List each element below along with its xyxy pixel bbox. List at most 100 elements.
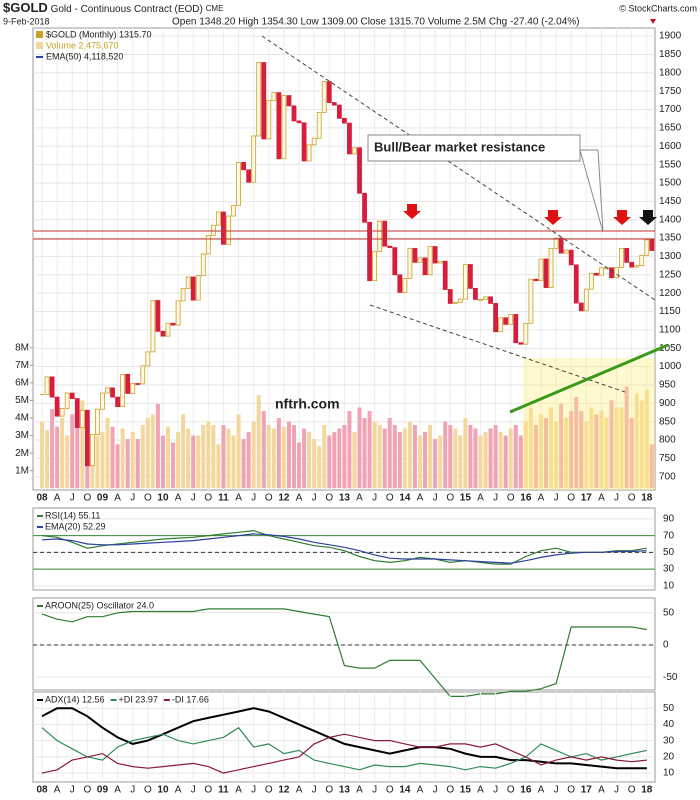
volume-bar (292, 425, 296, 489)
volume-bar (95, 435, 100, 489)
candle (447, 289, 453, 304)
candle (100, 392, 105, 410)
candle (271, 92, 277, 101)
x-tick-label: J (372, 785, 377, 796)
volume-bar (297, 442, 302, 489)
volume-bar (65, 435, 70, 489)
volume-bar (362, 417, 367, 489)
candle (609, 267, 614, 279)
x-tick-label: A (114, 493, 121, 504)
x-tick-label: 14 (399, 493, 411, 504)
volume-bar (599, 410, 604, 489)
candle (130, 383, 136, 394)
y-tick-label: 50 (663, 703, 675, 714)
volume-bar (549, 407, 554, 489)
volume-bar (307, 432, 312, 489)
volume-bar (196, 435, 201, 489)
volume-bar (594, 414, 599, 489)
candle (518, 342, 524, 345)
volume-bar (332, 432, 337, 489)
volume-bar (347, 410, 352, 489)
y-tick-label: 70 (663, 530, 675, 541)
volume-bar (155, 403, 160, 489)
candle (266, 99, 272, 140)
y-tick-label: 750 (659, 453, 676, 464)
watermark: nftrh.com (275, 396, 340, 412)
candle (110, 387, 115, 398)
volume-bar (226, 428, 231, 489)
volume-bar (649, 444, 654, 489)
volume-bar (312, 439, 317, 489)
y-tick-label: 1M (15, 465, 29, 476)
candle (392, 247, 398, 276)
annotations: Bull/Bear market resistance nftrh.com (33, 35, 669, 490)
volume-bar (70, 414, 75, 489)
x-tick-label: A (356, 493, 363, 504)
volume-bar (191, 435, 196, 489)
arrow (639, 210, 657, 225)
volume-bar (554, 421, 559, 489)
candle (341, 117, 347, 124)
volume-bar (120, 428, 125, 489)
x-tick-label: 17 (581, 785, 593, 796)
candle (382, 220, 388, 247)
y-tick-label: 4M (15, 413, 29, 424)
candle (387, 245, 393, 249)
x-tick-label: A (114, 785, 121, 796)
volume-bar (407, 421, 412, 489)
volume-bar (478, 435, 483, 489)
candle (407, 247, 413, 279)
volume-bar (105, 417, 110, 489)
x-tick-label: J (312, 493, 317, 504)
volume-bar (639, 400, 644, 489)
legend-swatch (36, 42, 43, 49)
x-tick-label: O (325, 493, 333, 504)
volume-bar (528, 407, 533, 489)
x-tick-label: O (628, 785, 636, 796)
x-tick-label: O (144, 493, 152, 504)
y-tick-label: 950 (659, 380, 676, 391)
candle (473, 287, 478, 300)
candle (125, 373, 131, 394)
y-tick-label: -50 (663, 672, 678, 683)
candle (644, 239, 650, 256)
volume-bar (266, 425, 271, 489)
candle (629, 261, 635, 268)
source: © StockCharts.com (619, 3, 697, 13)
volume-bar (382, 428, 387, 489)
y-tick-label: 1050 (659, 343, 682, 354)
volume-bar (171, 442, 176, 489)
candle (150, 300, 156, 353)
x-tick-label: J (554, 493, 559, 504)
x-tick-label: J (372, 493, 377, 504)
candle (241, 162, 247, 171)
volume-bar (166, 426, 170, 489)
candle (352, 147, 357, 155)
candle (251, 135, 257, 183)
candle (588, 272, 594, 290)
candle (165, 322, 171, 337)
volume-bar (201, 425, 206, 489)
candle (276, 92, 282, 160)
candle (493, 303, 499, 333)
volume-bar (251, 421, 256, 489)
x-tick-label: J (191, 785, 196, 796)
volume-bar (392, 425, 397, 489)
volume-bar (458, 435, 463, 489)
x-tick-label: O (204, 493, 212, 504)
volume-bar (160, 435, 165, 489)
x-tick-label: A (477, 785, 484, 796)
x-tick-label: 13 (339, 493, 351, 504)
candle (210, 224, 216, 236)
x-tick-label: J (433, 493, 438, 504)
volume-bar (423, 432, 428, 489)
y-tick-label: 1550 (659, 159, 682, 170)
y-tick-label: 1350 (659, 233, 682, 244)
candle (563, 249, 569, 254)
legend-swatch (36, 31, 43, 38)
volume-bar (412, 425, 417, 489)
candle (417, 257, 423, 263)
candle (215, 211, 221, 226)
volume-bar (50, 409, 55, 489)
volume-bar (322, 425, 327, 489)
